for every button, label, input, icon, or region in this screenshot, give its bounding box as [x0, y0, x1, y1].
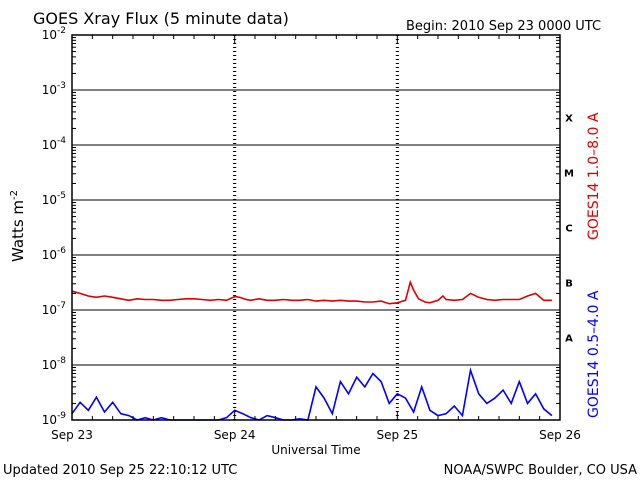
y-tick-label: 10-5 — [42, 191, 66, 207]
y-tick-label: 10-4 — [42, 136, 67, 152]
flare-class-label: C — [565, 224, 572, 235]
y-tick-label: 10-2 — [42, 26, 66, 42]
begin-label: Begin: 2010 Sep 23 0000 UTC — [406, 19, 601, 34]
y-tick-label: 10-9 — [42, 411, 67, 427]
y-tick-mantissa: 10 — [42, 193, 57, 207]
chart-title: GOES Xray Flux (5 minute data) — [33, 9, 289, 28]
credit-label: NOAA/SWPC Boulder, CO USA — [444, 463, 637, 478]
y-tick-mantissa: 10 — [42, 83, 57, 97]
y-tick-mantissa: 10 — [42, 358, 57, 372]
grid — [72, 35, 560, 420]
y-tick-label: 10-8 — [42, 356, 67, 372]
y-tick-mantissa: 10 — [42, 138, 57, 152]
y-tick-label: 10-7 — [42, 301, 66, 317]
plot-frame — [71, 34, 561, 421]
y-axis-label-base: Watts m — [9, 200, 27, 262]
x-axis-label: Universal Time — [271, 443, 360, 457]
x-tick-label: Sep 24 — [214, 428, 256, 442]
y-tick-mantissa: 10 — [42, 413, 57, 427]
y-tick-mantissa: 10 — [42, 303, 57, 317]
flare-class-label: X — [565, 114, 573, 125]
series-line-short — [71, 367, 553, 421]
y-tick-exponent: -3 — [57, 81, 66, 91]
x-tick-label: Sep 25 — [376, 428, 418, 442]
flare-class-label: A — [565, 334, 573, 345]
y-tick-mantissa: 10 — [42, 248, 57, 262]
series-label-long: GOES14 1.0–8.0 A — [586, 112, 602, 240]
y-axis-label-exp: -2 — [9, 190, 20, 200]
y-tick-exponent: -5 — [57, 191, 66, 201]
x-tick-labels: Sep 23 Sep 24 Sep 25 Sep 26 — [51, 428, 581, 442]
series — [71, 279, 553, 421]
y-tick-labels: 10-910-810-710-610-510-410-310-2 — [42, 26, 67, 427]
y-tick-exponent: -8 — [57, 356, 66, 366]
x-tick-label: Sep 23 — [51, 428, 93, 442]
axes — [71, 34, 561, 421]
y-tick-exponent: -9 — [57, 411, 66, 421]
flare-class-label: M — [564, 169, 574, 180]
y-tick-label: 10-3 — [42, 81, 66, 97]
y-tick-label: 10-6 — [42, 246, 67, 262]
series-line-long — [71, 279, 552, 305]
series-label-short: GOES14 0.5–4.0 A — [586, 290, 602, 418]
y-tick-exponent: -6 — [57, 246, 66, 256]
y-tick-mantissa: 10 — [42, 28, 57, 42]
updated-label: Updated 2010 Sep 25 22:10:12 UTC — [3, 463, 237, 478]
y-axis-label: Watts m-2 — [9, 190, 27, 262]
y-tick-exponent: -4 — [57, 136, 66, 146]
flare-class-labels: A B C M X — [564, 114, 574, 345]
y-tick-exponent: -2 — [57, 26, 66, 36]
flare-class-label: B — [565, 279, 573, 290]
y-tick-exponent: -7 — [57, 301, 66, 311]
x-tick-label: Sep 26 — [539, 428, 581, 442]
